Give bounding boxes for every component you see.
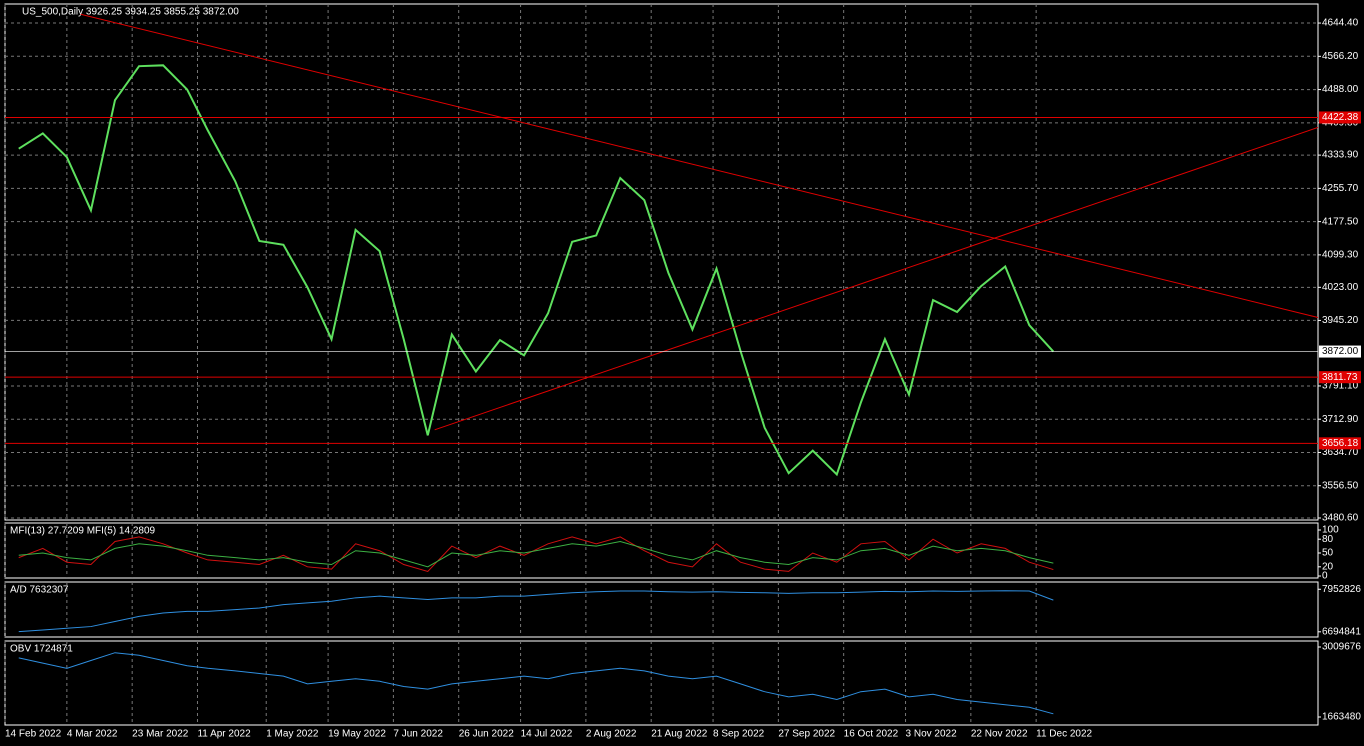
x-tick-label: 8 Sep 2022	[713, 729, 765, 740]
x-tick-label: 21 Aug 2022	[651, 729, 708, 740]
data-line	[18, 64, 1055, 477]
y-tick-label: 100	[1322, 525, 1339, 536]
trend-line	[80, 13, 1319, 319]
x-tick-label: 4 Mar 2022	[67, 729, 118, 740]
data-line	[18, 590, 1054, 633]
y-tick-label: 4566.20	[1322, 51, 1359, 62]
x-tick-label: 14 Feb 2022	[5, 729, 62, 740]
x-tick-label: 16 Oct 2022	[844, 729, 899, 740]
level-label-box	[1319, 371, 1361, 384]
x-tick-label: 14 Jul 2022	[521, 729, 573, 740]
x-tick-label: 23 Mar 2022	[132, 729, 189, 740]
x-tick-label: 22 Nov 2022	[971, 729, 1028, 740]
ad-frame	[4, 581, 1319, 638]
y-tick-label: 4333.90	[1322, 150, 1359, 161]
data-line	[18, 540, 1054, 568]
y-tick-label: 3712.90	[1322, 414, 1359, 425]
level-label-box	[1319, 111, 1361, 124]
y-tick-label: 4255.70	[1322, 183, 1359, 194]
price-label-box	[1319, 345, 1361, 358]
y-tick-label: 7952826	[1322, 584, 1361, 595]
panel-title: A/D 7632307	[10, 585, 69, 596]
main-frame	[4, 3, 1319, 521]
data-line	[18, 536, 1054, 572]
y-tick-label: 3791.10	[1322, 381, 1359, 392]
price-label: 3872.00	[1322, 346, 1359, 357]
x-tick-label: 26 Jun 2022	[459, 729, 514, 740]
x-tick-label: 1 May 2022	[266, 729, 319, 740]
y-tick-label: 4488.00	[1322, 84, 1359, 95]
data-line	[18, 652, 1054, 715]
y-tick-label: 80	[1322, 534, 1334, 545]
obv-frame	[4, 640, 1319, 726]
y-tick-label: 0	[1322, 571, 1328, 582]
x-tick-label: 2 Aug 2022	[586, 729, 637, 740]
panel-title: MFI(13) 27.7209 MFI(5) 14.2809	[10, 526, 156, 537]
y-tick-label: 4099.30	[1322, 250, 1359, 261]
y-tick-label: 3009676	[1322, 642, 1361, 653]
y-tick-label: 4023.00	[1322, 282, 1359, 293]
y-tick-label: 3556.50	[1322, 480, 1359, 491]
panel-title: OBV 1724871	[10, 644, 73, 655]
y-tick-label: 50	[1322, 548, 1334, 559]
level-label: 3811.73	[1322, 372, 1358, 383]
x-tick-label: 27 Sep 2022	[778, 729, 835, 740]
y-tick-label: 20	[1322, 561, 1334, 572]
y-tick-label: 3480.60	[1322, 513, 1359, 524]
x-tick-label: 19 May 2022	[328, 729, 386, 740]
y-tick-label: 1663480	[1322, 712, 1361, 723]
panel-title: US_500,Daily 3926.25 3934.25 3855.25 387…	[22, 7, 239, 18]
x-tick-label: 3 Nov 2022	[906, 729, 958, 740]
x-tick-label: 7 Jun 2022	[393, 729, 443, 740]
mfi-frame	[4, 522, 1319, 579]
level-label-box	[1319, 437, 1361, 450]
y-tick-label: 4177.50	[1322, 216, 1359, 227]
y-tick-label: 4644.40	[1322, 18, 1359, 29]
x-tick-label: 11 Dec 2022	[1036, 729, 1092, 740]
y-tick-label: 6694841	[1322, 626, 1361, 637]
y-tick-label: 3945.20	[1322, 315, 1359, 326]
y-tick-label: 3634.70	[1322, 447, 1359, 458]
trend-line	[434, 126, 1319, 431]
level-label: 3656.18	[1322, 438, 1359, 449]
level-label: 4422.38	[1322, 112, 1359, 123]
x-tick-label: 11 Apr 2022	[197, 729, 251, 740]
